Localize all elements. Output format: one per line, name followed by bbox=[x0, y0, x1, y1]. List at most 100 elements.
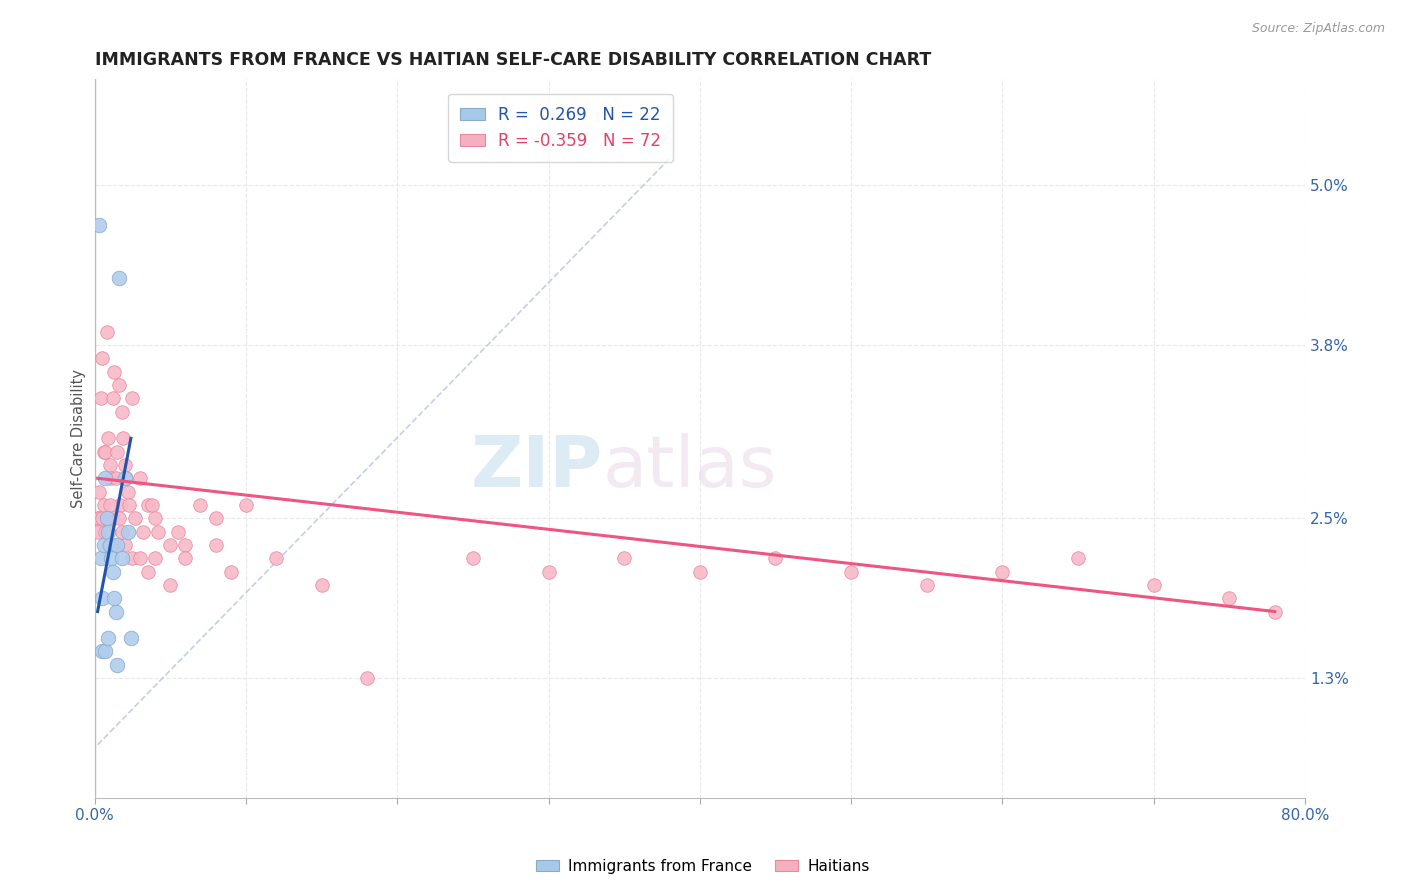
Point bbox=[129, 471, 152, 485]
Point bbox=[93, 538, 115, 552]
Point bbox=[689, 565, 711, 579]
Point bbox=[124, 511, 146, 525]
Point bbox=[114, 471, 136, 485]
Point bbox=[190, 498, 212, 512]
Point bbox=[94, 644, 117, 658]
Point bbox=[146, 524, 169, 539]
Point bbox=[219, 565, 242, 579]
Point bbox=[97, 431, 120, 445]
Text: Source: ZipAtlas.com: Source: ZipAtlas.com bbox=[1251, 22, 1385, 36]
Point bbox=[765, 551, 787, 566]
Point bbox=[117, 524, 139, 539]
Point bbox=[311, 578, 333, 592]
Point bbox=[105, 657, 128, 672]
Point bbox=[1143, 578, 1166, 592]
Point bbox=[94, 471, 117, 485]
Point bbox=[104, 605, 127, 619]
Point bbox=[991, 565, 1014, 579]
Point bbox=[461, 551, 484, 566]
Point bbox=[136, 565, 159, 579]
Point bbox=[107, 511, 129, 525]
Point bbox=[91, 351, 114, 366]
Point bbox=[103, 591, 125, 606]
Point bbox=[112, 431, 135, 445]
Point bbox=[107, 378, 129, 392]
Point bbox=[174, 538, 197, 552]
Point bbox=[101, 511, 124, 525]
Point bbox=[103, 365, 125, 379]
Point bbox=[839, 565, 862, 579]
Point bbox=[97, 538, 120, 552]
Legend: Immigrants from France, Haitians: Immigrants from France, Haitians bbox=[530, 853, 876, 880]
Point bbox=[121, 392, 143, 406]
Point bbox=[91, 511, 114, 525]
Point bbox=[143, 511, 166, 525]
Point bbox=[204, 511, 226, 525]
Point bbox=[101, 565, 124, 579]
Point bbox=[120, 631, 142, 645]
Point bbox=[105, 444, 128, 458]
Point bbox=[111, 524, 134, 539]
Text: ZIP: ZIP bbox=[471, 433, 603, 501]
Point bbox=[86, 511, 108, 525]
Point bbox=[235, 498, 257, 512]
Point bbox=[159, 578, 181, 592]
Point bbox=[93, 498, 115, 512]
Point bbox=[114, 538, 136, 552]
Point bbox=[132, 524, 155, 539]
Point bbox=[101, 392, 124, 406]
Point bbox=[121, 551, 143, 566]
Point bbox=[98, 458, 121, 472]
Point bbox=[166, 524, 188, 539]
Point bbox=[91, 591, 114, 606]
Point bbox=[93, 444, 115, 458]
Point bbox=[143, 551, 166, 566]
Point bbox=[111, 551, 134, 566]
Point bbox=[87, 484, 110, 499]
Point bbox=[115, 471, 138, 485]
Point bbox=[97, 524, 120, 539]
Point bbox=[118, 498, 141, 512]
Point bbox=[98, 538, 121, 552]
Point bbox=[141, 498, 163, 512]
Point bbox=[107, 271, 129, 285]
Point bbox=[96, 325, 118, 339]
Point bbox=[104, 471, 127, 485]
Legend: R =  0.269   N = 22, R = -0.359   N = 72: R = 0.269 N = 22, R = -0.359 N = 72 bbox=[449, 94, 673, 161]
Point bbox=[86, 524, 108, 539]
Text: IMMIGRANTS FROM FRANCE VS HAITIAN SELF-CARE DISABILITY CORRELATION CHART: IMMIGRANTS FROM FRANCE VS HAITIAN SELF-C… bbox=[94, 51, 931, 69]
Point bbox=[100, 551, 122, 566]
Point bbox=[1067, 551, 1090, 566]
Point bbox=[111, 405, 134, 419]
Point bbox=[136, 498, 159, 512]
Point bbox=[204, 538, 226, 552]
Point bbox=[91, 644, 114, 658]
Y-axis label: Self-Care Disability: Self-Care Disability bbox=[72, 368, 86, 508]
Point bbox=[87, 218, 110, 232]
Point bbox=[114, 458, 136, 472]
Point bbox=[915, 578, 938, 592]
Point bbox=[264, 551, 287, 566]
Point bbox=[1218, 591, 1240, 606]
Point bbox=[1264, 605, 1286, 619]
Point bbox=[94, 524, 117, 539]
Point bbox=[104, 538, 127, 552]
Point bbox=[159, 538, 181, 552]
Point bbox=[87, 511, 110, 525]
Point bbox=[96, 511, 118, 525]
Point bbox=[94, 444, 117, 458]
Point bbox=[100, 471, 122, 485]
Point bbox=[537, 565, 560, 579]
Point bbox=[613, 551, 636, 566]
Point bbox=[117, 484, 139, 499]
Point bbox=[90, 551, 112, 566]
Point bbox=[174, 551, 197, 566]
Point bbox=[96, 511, 118, 525]
Point bbox=[110, 498, 132, 512]
Point bbox=[97, 631, 120, 645]
Point bbox=[98, 498, 121, 512]
Point bbox=[129, 551, 152, 566]
Point bbox=[90, 392, 112, 406]
Text: atlas: atlas bbox=[603, 433, 778, 501]
Point bbox=[356, 671, 378, 685]
